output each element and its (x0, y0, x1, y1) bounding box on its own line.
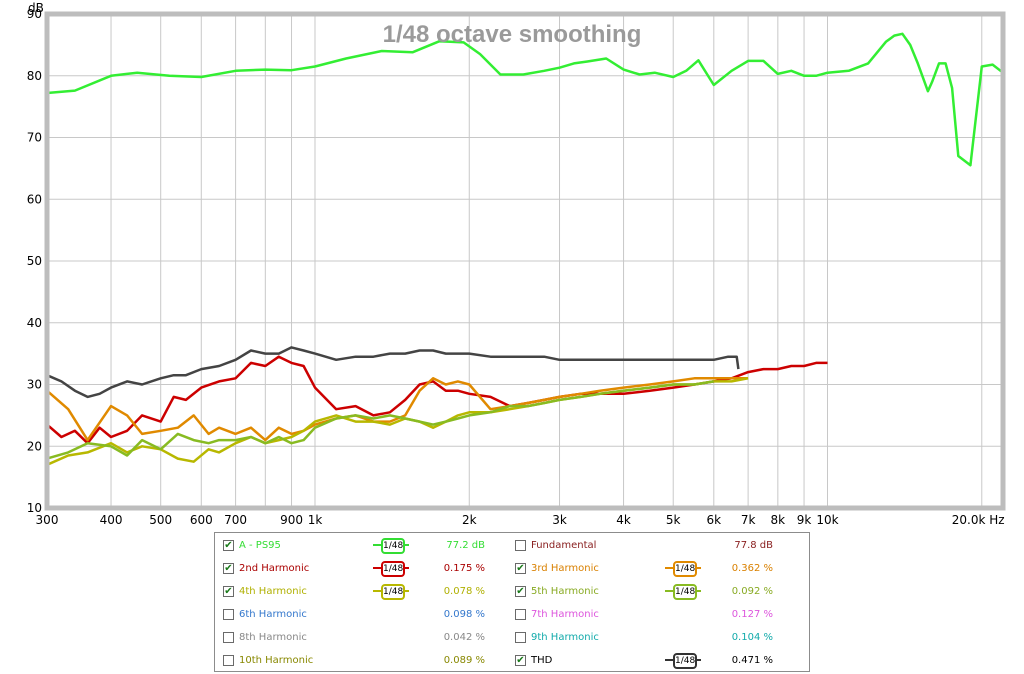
tick-labels: 10 20 30 40 50 60 70 80 90 300 400 500 600 700 900 1k 2k… (27, 7, 1005, 527)
y-tick-label: 50 (27, 254, 42, 268)
legend-entry: 9th Harmonic 0.104 % (515, 629, 805, 647)
series-line-3rd-harmonic (46, 377, 749, 442)
legend-value: 0.098 % (443, 609, 485, 620)
series-line-thd (46, 346, 740, 399)
legend-series-name: A - PS95 (239, 540, 281, 551)
x-tick-label: 4k (616, 513, 631, 527)
y-tick-label: 10 (27, 501, 42, 515)
legend-panel: ✔ A - PS95 1/48 77.2 dB Fundamental 77.8 dB ✔ 2… (214, 532, 810, 672)
x-tick-label: 8k (771, 513, 786, 527)
smoothing-badge[interactable]: 1/48 (665, 584, 701, 600)
x-tick-label: 500 (149, 513, 172, 527)
smoothing-label: 1/48 (673, 653, 697, 669)
y-tick-label: 90 (27, 7, 42, 21)
series-line-5th-harmonic (46, 380, 714, 460)
legend-checkbox[interactable] (223, 632, 234, 643)
legend-entry: ✔ 5th Harmonic 1/48 0.092 % (515, 583, 805, 601)
legend-entry: ✔ 4th Harmonic 1/48 0.078 % (223, 583, 513, 601)
legend-checkbox[interactable]: ✔ (223, 563, 234, 574)
legend-series-name: 8th Harmonic (239, 632, 307, 643)
x-tick-label: 2k (462, 513, 477, 527)
series-line-a-ps95 (46, 32, 1004, 167)
legend-series-name: 9th Harmonic (531, 632, 599, 643)
legend-entry: ✔ 2nd Harmonic 1/48 0.175 % (223, 560, 513, 578)
legend-series-name: 3rd Harmonic (531, 563, 599, 574)
smoothing-badge[interactable]: 1/48 (373, 584, 409, 600)
legend-checkbox[interactable] (223, 609, 234, 620)
legend-series-name: 10th Harmonic (239, 655, 314, 666)
chart: 10 20 30 40 50 60 70 80 90 300 400 500 600 700 900 1k 2k… (27, 1, 1006, 527)
x-tick-label: 20.0k Hz (952, 513, 1005, 527)
legend-entry: 10th Harmonic 0.089 % (223, 652, 513, 670)
x-tick-label: 1k (308, 513, 323, 527)
legend-entry: 6th Harmonic 0.098 % (223, 606, 513, 624)
legend-value: 0.104 % (731, 632, 773, 643)
y-tick-label: 60 (27, 192, 42, 206)
legend-series-name: Fundamental (531, 540, 597, 551)
legend-value: 0.175 % (443, 563, 485, 574)
legend-value: 0.042 % (443, 632, 485, 643)
legend-entry: ✔ 3rd Harmonic 1/48 0.362 % (515, 560, 805, 578)
y-axis-label: dB (28, 1, 44, 15)
legend-checkbox[interactable] (515, 609, 526, 620)
chart-title: 1/48 octave smoothing (383, 21, 642, 48)
x-tick-label: 5k (666, 513, 681, 527)
x-tick-label: 700 (224, 513, 247, 527)
legend-series-name: THD (531, 655, 553, 666)
x-tick-label: 600 (190, 513, 213, 527)
y-tick-label: 30 (27, 378, 42, 392)
legend-checkbox[interactable]: ✔ (515, 655, 526, 666)
x-tick-label: 6k (707, 513, 722, 527)
legend-series-name: 2nd Harmonic (239, 563, 310, 574)
legend-series-name: 7th Harmonic (531, 609, 599, 620)
legend-checkbox[interactable] (515, 540, 526, 551)
legend-checkbox[interactable] (223, 655, 234, 666)
smoothing-badge[interactable]: 1/48 (665, 561, 701, 577)
legend-value: 0.471 % (731, 655, 773, 666)
series-lines (46, 32, 1004, 466)
smoothing-label: 1/48 (381, 584, 405, 600)
x-tick-label: 3k (552, 513, 567, 527)
legend-checkbox[interactable]: ✔ (515, 563, 526, 574)
x-tick-label: 9k (797, 513, 812, 527)
smoothing-label: 1/48 (381, 561, 405, 577)
legend-entry: Fundamental 77.8 dB (515, 537, 805, 555)
smoothing-badge[interactable]: 1/48 (373, 561, 409, 577)
y-tick-label: 40 (27, 316, 42, 330)
smoothing-badge[interactable]: 1/48 (373, 538, 409, 554)
x-tick-label: 400 (100, 513, 123, 527)
x-tick-label: 7k (741, 513, 756, 527)
legend-checkbox[interactable]: ✔ (223, 586, 234, 597)
legend-value: 0.092 % (731, 586, 773, 597)
smoothing-label: 1/48 (673, 584, 697, 600)
y-tick-label: 20 (27, 439, 42, 453)
legend-value: 0.127 % (731, 609, 773, 620)
legend-checkbox[interactable] (515, 632, 526, 643)
smoothing-label: 1/48 (673, 561, 697, 577)
legend-value: 0.362 % (731, 563, 773, 574)
y-tick-label: 70 (27, 131, 42, 145)
x-tick-label: 900 (280, 513, 303, 527)
legend-series-name: 6th Harmonic (239, 609, 307, 620)
legend-series-name: 5th Harmonic (531, 586, 599, 597)
legend-entry: ✔ A - PS95 1/48 77.2 dB (223, 537, 513, 555)
x-tick-label: 10k (816, 513, 838, 527)
smoothing-label: 1/48 (381, 538, 405, 554)
legend-entry: 7th Harmonic 0.127 % (515, 606, 805, 624)
legend-value: 0.078 % (443, 586, 485, 597)
legend-checkbox[interactable]: ✔ (515, 586, 526, 597)
legend-value: 0.089 % (443, 655, 485, 666)
legend-value: 77.2 dB (446, 540, 485, 551)
legend-entry: ✔ THD 1/48 0.471 % (515, 652, 805, 670)
legend-value: 77.8 dB (734, 540, 773, 551)
plot-frame (44, 11, 1006, 511)
legend-checkbox[interactable]: ✔ (223, 540, 234, 551)
smoothing-badge[interactable]: 1/48 (665, 653, 701, 669)
legend-entry: 8th Harmonic 0.042 % (223, 629, 513, 647)
y-tick-label: 80 (27, 69, 42, 83)
x-tick-label: 300 (36, 513, 59, 527)
legend-series-name: 4th Harmonic (239, 586, 307, 597)
